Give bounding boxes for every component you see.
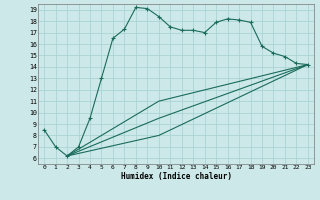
X-axis label: Humidex (Indice chaleur): Humidex (Indice chaleur) [121,172,231,181]
